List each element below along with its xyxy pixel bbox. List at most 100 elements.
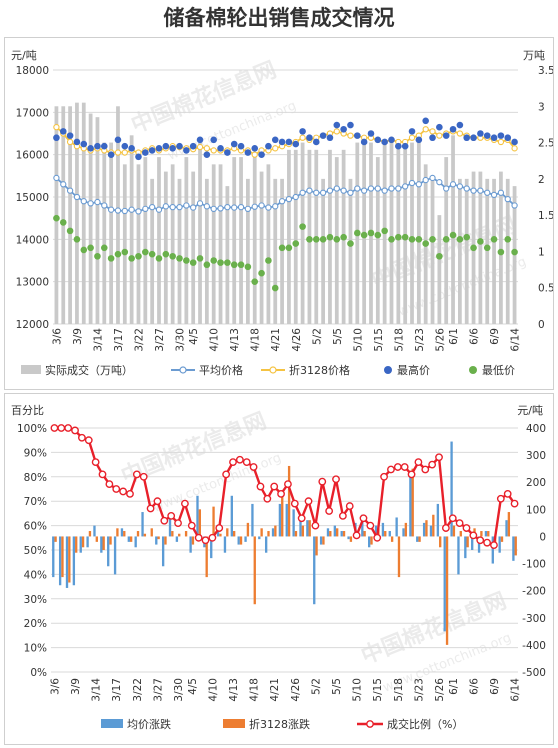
avg-change-bar [443, 536, 446, 632]
legend-marker-ratio [366, 720, 374, 728]
highest-price-point [408, 128, 416, 135]
change-3128-bar [287, 465, 291, 537]
ratio-point [435, 453, 443, 462]
avg-change-bar [374, 525, 378, 537]
avg-change-bar [512, 536, 515, 561]
change-3128-bar [226, 528, 229, 537]
highest-price-point [333, 121, 341, 129]
lowest-price-point [217, 259, 224, 266]
x-tick-label: 4/10 [209, 328, 221, 352]
change-3128-bar [253, 536, 256, 605]
y-tick-label-left: 50% [24, 545, 47, 557]
x-tick-label: 4/13 [229, 328, 241, 352]
x-tick-label: 6/9 [489, 328, 501, 345]
change-3128-bar [81, 536, 85, 548]
ratio-point [256, 482, 265, 491]
x-tick-label: 6/9 [489, 678, 501, 695]
lowest-price-point [155, 255, 163, 262]
avg-change-bar [251, 503, 254, 537]
change-3128-bar [246, 522, 250, 537]
avg-price-point [210, 205, 217, 213]
volume-bar [416, 142, 421, 324]
lowest-price-point [135, 252, 142, 260]
change-3128-bar [198, 509, 201, 537]
x-tick-label: 3/30 [173, 678, 185, 702]
price-3128-point [203, 145, 211, 152]
lowest-price-point [490, 236, 498, 243]
legend-label-volume: 实际成交（万吨） [45, 363, 133, 377]
ratio-point [448, 514, 457, 523]
x-tick-label: 5/2 [310, 678, 322, 695]
avg-price-point [360, 187, 368, 194]
highest-price-point [59, 128, 67, 135]
change-3128-bar [164, 536, 167, 545]
highest-price-point [306, 134, 313, 142]
price-3128-point [272, 145, 279, 152]
avg-change-bar [107, 536, 110, 567]
change-3128-bar [404, 522, 408, 537]
volume-bar [81, 102, 86, 325]
y-tick-label-right: 0.5 [538, 283, 553, 295]
volume-bar [184, 157, 189, 324]
avg-price-point [217, 205, 224, 212]
price-3128-point [511, 145, 518, 152]
avg-price-point [477, 187, 484, 194]
ratio-point [146, 504, 155, 513]
lowest-price-point [326, 233, 334, 241]
volume-bar [457, 178, 462, 324]
lowest-price-point [347, 240, 354, 247]
lowest-price-point [436, 252, 443, 260]
volume-bar [68, 106, 72, 325]
volume-bar [437, 215, 442, 324]
ratio-point [387, 465, 395, 474]
avg-price-point [415, 181, 422, 188]
x-tick-label: 3/22 [133, 328, 145, 352]
ratio-point [428, 460, 437, 469]
volume-bar [116, 106, 120, 325]
avg-price-point [53, 174, 60, 182]
chart-title: 储备棉轮出销售成交情况 [163, 6, 395, 30]
highest-price-point [354, 132, 361, 139]
volume-bar [451, 135, 455, 324]
avg-change-bar [416, 536, 419, 542]
volume-bar [143, 157, 148, 324]
avg-price-point [429, 174, 436, 182]
avg-change-bar [223, 536, 227, 553]
x-tick-label: 4/18 [249, 678, 261, 702]
highest-price-point [497, 132, 505, 139]
x-tick-label: 5/5 [331, 678, 343, 695]
ratio-point [105, 480, 114, 489]
avg-change-bar [319, 536, 323, 545]
ratio-point [57, 424, 66, 432]
lowest-price-point [285, 244, 293, 252]
highest-price-point [422, 117, 429, 125]
volume-bar [225, 186, 230, 324]
volume-bar [177, 178, 182, 324]
highest-price-point [319, 132, 327, 139]
avg-price-point [367, 185, 375, 192]
avg-change-bar [347, 536, 350, 540]
avg-change-bar [141, 512, 144, 537]
change-3128-bar [329, 531, 332, 537]
bottom-chart-svg: 中国棉花信息网www.cottonchina.org中国棉花信息网www.cot… [11, 404, 546, 731]
highest-price-point [73, 138, 81, 146]
top-chart-panel: 中国棉花信息网 www.cottonchina.org 中国棉花信息网 www.cot… [4, 37, 555, 390]
x-tick-label: 3/30 [175, 328, 187, 352]
avg-price-point [101, 202, 108, 209]
change-3128-bar [425, 520, 428, 537]
avg-change-bar [313, 536, 316, 605]
y-axis-title-right: 万吨 [523, 49, 545, 62]
ratio-point [270, 482, 279, 491]
volume-bar [505, 178, 510, 324]
avg-change-bar [86, 536, 89, 548]
highest-price-point [53, 134, 60, 142]
change-3128-bar [480, 531, 483, 537]
avg-change-bar [100, 536, 103, 553]
lowest-price-point [189, 259, 197, 266]
change-3128-bar [281, 490, 284, 537]
x-tick-label: 5/10 [352, 678, 364, 702]
change-3128-bar [232, 531, 236, 537]
x-tick-label: 6/14 [510, 678, 522, 702]
ratio-point [455, 519, 464, 528]
highest-price-point [326, 134, 334, 142]
